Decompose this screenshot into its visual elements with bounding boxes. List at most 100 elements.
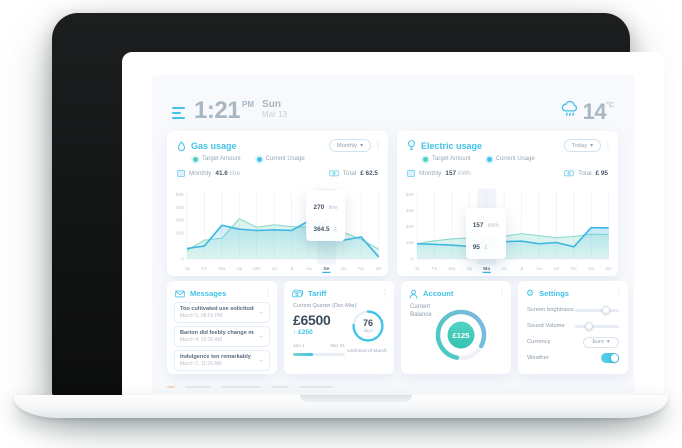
currency-dropdown[interactable]: Euro ▾: [583, 336, 619, 348]
envelope-icon: [175, 290, 185, 298]
brightness-slider[interactable]: [575, 306, 619, 314]
current-dot: [486, 156, 492, 162]
card-title: Electric usage: [421, 140, 483, 151]
svg-text:Ju: Ju: [502, 266, 508, 271]
gas-period-dropdown[interactable]: Monthly ▾: [328, 139, 371, 152]
electric-legend: Target Amount Current Usage: [423, 156, 535, 162]
electric-period-dropdown[interactable]: Today ▾: [563, 139, 601, 152]
svg-text:450: 450: [406, 208, 415, 213]
tariff-date-range: Jan 1 Mar 31: [293, 344, 345, 349]
svg-text:Ap: Ap: [466, 266, 472, 271]
message-item[interactable]: Indulgence ten remarkably March 2, 11:20…: [174, 350, 270, 371]
chevron-down-icon: ▾: [590, 142, 593, 149]
laptop-base: [14, 395, 668, 418]
svg-text:300: 300: [406, 224, 415, 229]
svg-text:0: 0: [181, 257, 184, 262]
account-card: Account ⋮ Current Balance: [401, 281, 511, 374]
target-dot: [193, 156, 198, 162]
svg-text:Ma: Ma: [448, 266, 455, 271]
svg-text:500: 500: [176, 192, 185, 197]
time-meridiem: PM: [242, 100, 255, 109]
slider-thumb[interactable]: [585, 322, 594, 330]
clock: 1:21 PM Sun Mar 13: [194, 97, 287, 125]
tariff-amount: £6500: [293, 312, 331, 328]
volume-label: Sound Volume: [527, 323, 565, 329]
gas-legend: Target Amount Current Usage: [193, 156, 305, 162]
svg-text:Jl: Jl: [520, 266, 524, 271]
slider-thumb[interactable]: [601, 306, 610, 314]
banknote-icon: [564, 169, 574, 177]
settings-more-menu-icon[interactable]: ⋮: [615, 288, 623, 298]
messages-card: Messages ⋮ Too cultivated use solicitude…: [167, 281, 277, 374]
svg-text:Ma: Ma: [218, 266, 225, 271]
current-dot: [256, 156, 262, 162]
svg-text:Ma: Ma: [483, 266, 490, 271]
tariff-caption: Until End of March: [347, 349, 387, 354]
open-message-icon[interactable]: →: [257, 333, 264, 340]
svg-text:Jl: Jl: [290, 266, 294, 271]
tariff-banknote-icon: [292, 289, 303, 298]
gas-drop-icon: [177, 140, 186, 152]
day-label: Sun: [262, 99, 281, 110]
chevron-down-icon: ▾: [360, 142, 363, 149]
brightness-label: Screen brightness: [527, 307, 574, 313]
cutoff-row: [167, 384, 627, 390]
settings-card: ⚙ Settings ⋮ Screen brightness: [518, 281, 628, 374]
rain-cloud-icon: [560, 99, 579, 118]
calendar-icon: [407, 169, 415, 177]
message-item[interactable]: Too cultivated use solicitude March 5, 0…: [174, 302, 270, 323]
message-item[interactable]: Barton did feebly change man March 4, 02…: [174, 326, 270, 347]
tariff-delta: ↑ £250: [293, 329, 313, 336]
svg-text:300: 300: [176, 218, 185, 223]
svg-text:Ma: Ma: [253, 266, 260, 271]
svg-text:Fe: Fe: [432, 266, 438, 271]
card-title: Messages: [190, 289, 227, 298]
svg-text:De: De: [606, 266, 613, 271]
menu-icon[interactable]: [172, 107, 186, 122]
chevron-down-icon: ▾: [606, 339, 610, 345]
card-title: Gas usage: [191, 140, 237, 151]
gas-more-menu-icon[interactable]: ⋮: [374, 140, 382, 150]
card-title: Account: [423, 289, 454, 298]
svg-text:0: 0: [411, 257, 414, 262]
temperature-value: 14: [582, 99, 607, 124]
svg-text:No: No: [358, 266, 365, 271]
laptop-screen: 1:21 PM Sun Mar 13 14 °C: [122, 52, 664, 409]
svg-text:400: 400: [176, 205, 185, 210]
electric-more-menu-icon[interactable]: ⋮: [604, 140, 612, 150]
delta-up-icon: ↑: [293, 329, 297, 336]
laptop-notch: [300, 395, 412, 402]
currency-label: Currency: [527, 339, 551, 345]
gas-info-row: Monthly 41.6 litre Total £ 62.5: [177, 169, 378, 177]
svg-text:Oc: Oc: [571, 266, 578, 271]
svg-text:600: 600: [406, 192, 415, 197]
account-more-menu-icon[interactable]: ⋮: [498, 288, 506, 298]
svg-text:Au: Au: [536, 266, 542, 271]
weather-widget: 14 °C: [560, 99, 614, 125]
tariff-more-menu-icon[interactable]: ⋮: [381, 288, 389, 298]
svg-text:No: No: [588, 266, 595, 271]
open-message-icon[interactable]: →: [257, 357, 264, 364]
weather-toggle[interactable]: [601, 353, 619, 363]
gas-chart[interactable]: 500 400 300 200 0 Ja Fe Ma Ap Ma Ju Jl Au Se Oc No De 27…: [171, 183, 384, 274]
svg-text:Ja: Ja: [414, 266, 420, 271]
svg-text:Ju: Ju: [272, 266, 278, 271]
tariff-days-ring: 76 days: [350, 308, 386, 344]
gas-usage-card: Gas usage Monthly ▾ ⋮ Target Amount Curre…: [167, 131, 388, 276]
svg-text:De: De: [376, 266, 383, 271]
electric-chart[interactable]: 600 450 300 150 0 Ja Fe Ma Ap Ma Ju Jl Au Se Oc No De 15…: [401, 183, 614, 274]
messages-more-menu-icon[interactable]: ⋮: [264, 288, 272, 298]
balance-gauge: £125: [431, 305, 491, 365]
banknote-icon: [329, 169, 339, 177]
volume-slider[interactable]: [575, 322, 619, 330]
time-value: 1:21: [194, 97, 241, 124]
svg-text:Ja: Ja: [184, 266, 190, 271]
calendar-icon: [177, 169, 185, 177]
weather-toggle-label: Weather: [527, 355, 549, 361]
svg-text:Se: Se: [323, 266, 329, 271]
bulb-icon: [407, 139, 416, 152]
days-remaining-value: 76: [362, 318, 373, 328]
open-message-icon[interactable]: →: [257, 309, 264, 316]
svg-text:200: 200: [176, 231, 185, 236]
gear-icon: ⚙: [526, 288, 535, 298]
